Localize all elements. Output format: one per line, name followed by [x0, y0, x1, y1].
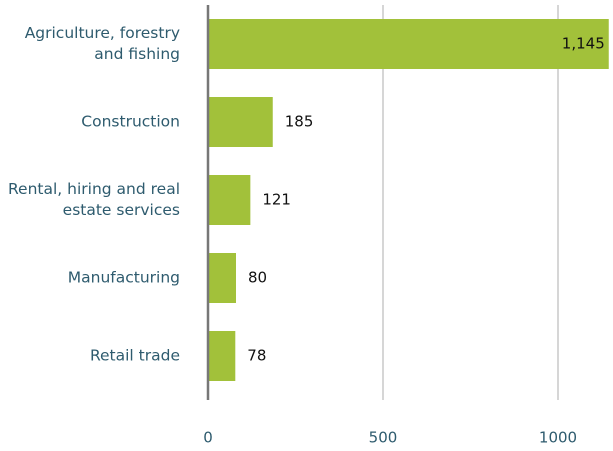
- x-tick-label: 0: [203, 429, 213, 447]
- x-tick-label: 1000: [539, 429, 577, 447]
- value-label: 185: [285, 113, 314, 131]
- category-label: Construction: [81, 112, 180, 131]
- value-label: 78: [247, 347, 266, 365]
- value-label: 121: [262, 191, 291, 209]
- bar: [208, 253, 236, 303]
- category-label: Retail trade: [89, 346, 180, 365]
- x-tick-label: 500: [369, 429, 398, 447]
- bar: [208, 175, 251, 225]
- value-label: 1,145: [562, 35, 605, 53]
- bar: [208, 331, 236, 381]
- bar: [208, 19, 609, 69]
- category-label: Manufacturing: [67, 268, 180, 287]
- bar: [208, 97, 273, 147]
- category-label: Rental, hiring and real estate services: [7, 180, 180, 219]
- category-label: Agriculture, forestry and fishing: [24, 24, 180, 63]
- value-label: 80: [248, 269, 267, 287]
